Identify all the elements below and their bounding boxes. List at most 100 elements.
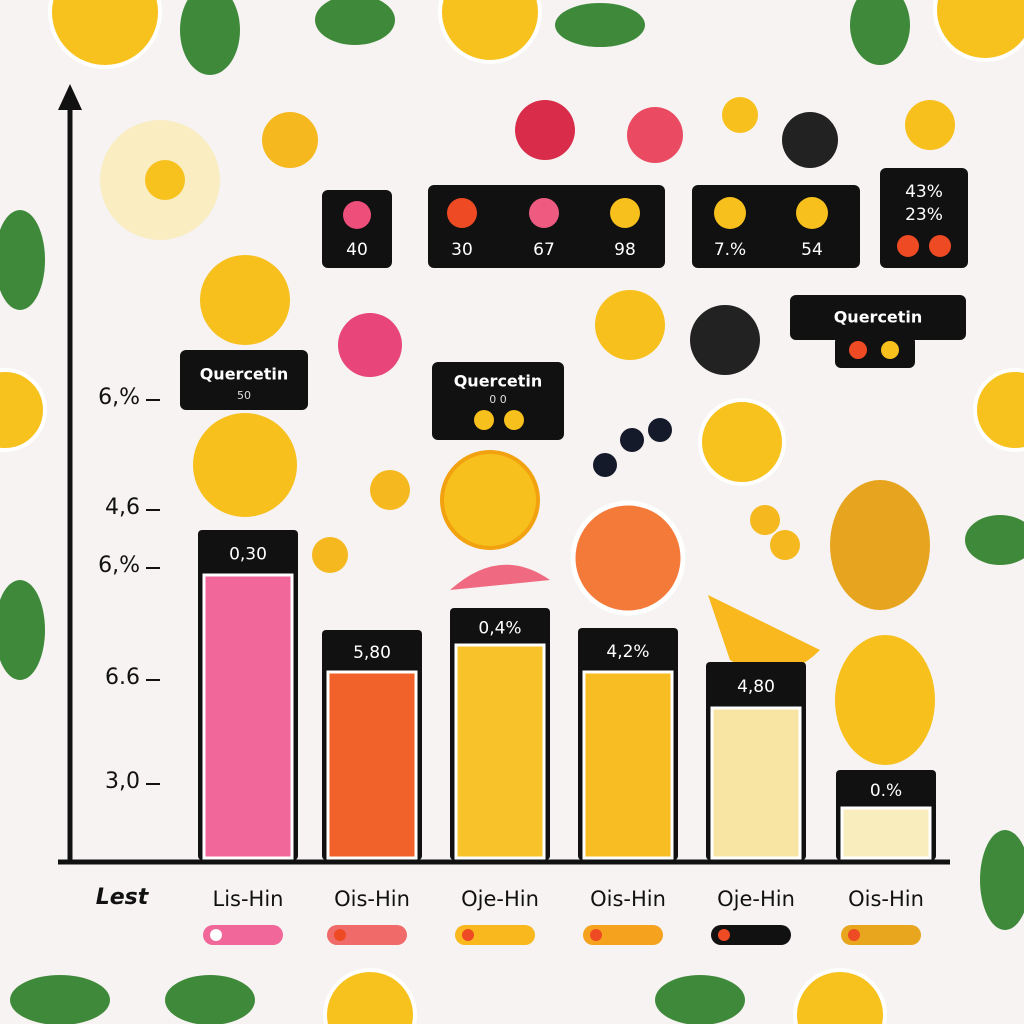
- quercetin-box: [790, 295, 966, 340]
- dot: [881, 341, 899, 359]
- leaf: [0, 210, 45, 310]
- bar-label: 0,30: [229, 545, 267, 565]
- orange-wedge: [708, 595, 820, 673]
- category-label: Lis-Hin: [213, 887, 284, 911]
- indicator-dot: [462, 929, 474, 941]
- quercetin-title: Quercetin: [454, 372, 543, 391]
- indicator-dot: [848, 929, 860, 941]
- raspberry: [338, 313, 402, 377]
- fruit: [200, 255, 290, 345]
- y-tick-label: 3,0: [105, 769, 140, 794]
- blackberry: [690, 305, 760, 375]
- berry: [593, 453, 617, 477]
- callout-value: 23%: [905, 205, 943, 225]
- category-label: Ois-Hin: [334, 887, 410, 911]
- callout-tab: [835, 336, 915, 368]
- indicator-pill: [711, 925, 791, 945]
- dot: [529, 198, 559, 228]
- callout-value: 30: [451, 240, 473, 260]
- orange-slice: [793, 968, 887, 1024]
- quercetin-box: [432, 362, 564, 440]
- quercetin-note: 50: [237, 389, 251, 402]
- bar: [840, 806, 932, 860]
- orange-slice: [973, 368, 1024, 452]
- dot: [610, 198, 640, 228]
- orange-slice: [698, 398, 786, 486]
- category-label: Ois-Hin: [590, 887, 666, 911]
- indicator-dot: [210, 929, 222, 941]
- fruit: [440, 450, 540, 550]
- indicator-pill: [841, 925, 921, 945]
- category-label: Ois-Hin: [848, 887, 924, 911]
- leaf: [315, 0, 395, 45]
- orange-slice: [323, 968, 417, 1024]
- indicator-dot: [718, 929, 730, 941]
- orange-slice: [48, 0, 162, 69]
- indicator-pill: [583, 925, 663, 945]
- bar: [710, 706, 802, 860]
- dot: [897, 235, 919, 257]
- bar: [454, 643, 546, 860]
- leaf: [850, 0, 910, 65]
- callout-value: 43%: [905, 182, 943, 202]
- dot: [849, 341, 867, 359]
- callout-value: 7.%: [714, 240, 746, 260]
- leaf: [165, 975, 255, 1024]
- y-tick-label: 6,%: [98, 385, 140, 410]
- dot: [474, 410, 494, 430]
- mango: [835, 635, 935, 765]
- dot: [343, 201, 371, 229]
- axis-arrow: [58, 84, 82, 110]
- berry: [370, 470, 410, 510]
- orange-slice: [438, 0, 542, 64]
- bar: [202, 573, 294, 860]
- leaf: [965, 515, 1024, 565]
- leaf: [180, 0, 240, 75]
- blackberry: [782, 112, 838, 168]
- berry: [750, 505, 780, 535]
- dot: [929, 235, 951, 257]
- indicator-pill: [455, 925, 535, 945]
- berry: [770, 530, 800, 560]
- quercetin-box: [180, 350, 308, 410]
- leaf: [655, 975, 745, 1024]
- x-axis-title: Lest: [96, 885, 150, 910]
- bar-label: 0.%: [870, 781, 902, 801]
- dot: [447, 198, 477, 228]
- apple: [627, 107, 683, 163]
- dot: [796, 197, 828, 229]
- fruit: [595, 290, 665, 360]
- dot: [504, 410, 524, 430]
- leaf: [555, 3, 645, 47]
- callout-value: 98: [614, 240, 636, 260]
- y-tick-label: 4,6: [105, 495, 140, 520]
- orange-slice: [0, 368, 47, 452]
- category-label: Oje-Hin: [717, 887, 795, 911]
- callouts: 40 30 67 98 7.% 54 43% 23% Quercetin 50 …: [180, 168, 968, 440]
- quercetin-title: Quercetin: [200, 365, 289, 384]
- leaf: [10, 975, 110, 1024]
- category-label: Oje-Hin: [461, 887, 539, 911]
- leaf: [0, 580, 45, 680]
- berry: [312, 537, 348, 573]
- quercetin-note: 0 0: [489, 393, 507, 406]
- sun: [145, 160, 185, 200]
- raspberry: [515, 100, 575, 160]
- bar-label: 5,80: [353, 643, 391, 663]
- callout-value: 67: [533, 240, 555, 260]
- bar-label: 4,80: [737, 677, 775, 697]
- leaf: [980, 830, 1024, 930]
- y-tick-label: 6,%: [98, 553, 140, 578]
- dot: [714, 197, 746, 229]
- y-ticks: 6,% 4,6 6,% 6.6 3,0: [98, 385, 160, 794]
- indicator-pill: [327, 925, 407, 945]
- melon-slice: [450, 564, 550, 590]
- bar: [582, 670, 674, 860]
- indicator-pill: [203, 925, 283, 945]
- callout-value: 54: [801, 240, 823, 260]
- fruit: [722, 97, 758, 133]
- grapefruit: [570, 500, 686, 616]
- pineapple: [830, 480, 930, 610]
